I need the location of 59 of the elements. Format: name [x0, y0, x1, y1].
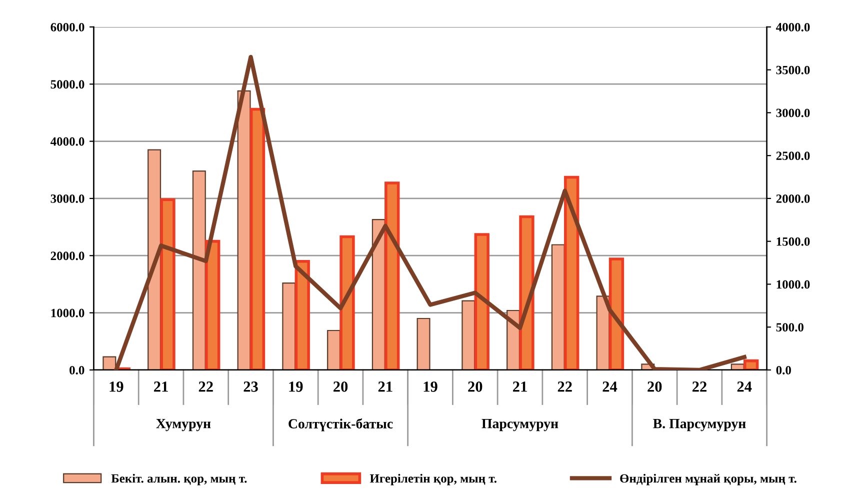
text: В. Парсумурун: [653, 419, 746, 432]
y-tick-label: 1000.0: [51, 308, 84, 318]
bar: [340, 235, 355, 370]
bar: [205, 240, 220, 370]
y-tick-label: 3000.0: [50, 194, 84, 203]
bar: [730, 364, 744, 370]
y2-tick-label: 4000.0: [776, 22, 810, 32]
y-tick-label: 2000.0: [50, 252, 84, 260]
legend-label: Өндірілген мұнай қоры, мың т.: [620, 474, 796, 486]
y2-tick-label: 3500.0: [776, 66, 810, 74]
x-tick-label: 23: [244, 382, 258, 392]
bar: [327, 330, 341, 370]
bar: [474, 233, 490, 370]
y2-tick-label: 3000.0: [776, 108, 810, 118]
x-tick-label: 24: [602, 382, 618, 392]
y-tick-label: 0.0: [70, 366, 84, 374]
x-tick-label: 22: [692, 382, 706, 392]
x-tick-label: 19: [110, 382, 124, 392]
bar: [384, 182, 400, 370]
y2-tick-label: 1500.0: [776, 237, 810, 246]
y-tick-label: 5000.0: [50, 80, 84, 89]
bar: [294, 260, 310, 370]
y-tick-label: 4000.0: [50, 137, 84, 146]
x-tick-label: 21: [154, 382, 168, 392]
y-tick-label: 6000.0: [50, 22, 84, 32]
bar: [608, 258, 624, 370]
legend-label: Бекіт. алын. қор, мың т.: [111, 474, 247, 486]
text: Солтүстік-батыс: [288, 418, 393, 432]
bar: [519, 215, 534, 370]
y2-tick-label: 0.0: [776, 366, 791, 374]
bar: [250, 108, 266, 370]
bar: [744, 359, 759, 370]
y2-tick-label: 1000.0: [776, 280, 810, 289]
x-tick-label: 20: [468, 382, 482, 392]
x-tick-label: 21: [513, 382, 527, 392]
x-tick-label: 19: [289, 382, 303, 392]
bar: [192, 170, 206, 370]
x-tick-label: 19: [424, 382, 438, 392]
x-tick-label: 20: [648, 382, 662, 392]
text: Парсумурун: [482, 419, 558, 432]
y2-tick-label: 500.0: [776, 323, 804, 332]
x-tick-label: 22: [558, 382, 572, 392]
bar: [237, 90, 251, 370]
x-tick-label: 20: [334, 382, 348, 392]
text: Хумурун: [156, 419, 211, 432]
bar: [416, 318, 430, 370]
line-series: [114, 54, 746, 370]
bar: [282, 282, 296, 370]
x-tick-label: 22: [198, 382, 213, 392]
bar: [160, 198, 176, 370]
bar: [564, 176, 580, 370]
x-tick-label: 24: [737, 382, 752, 392]
bar: [102, 356, 116, 370]
y2-tick-label: 2500.0: [776, 152, 810, 160]
bar: [462, 300, 476, 370]
y2-tick-label: 2000.0: [776, 194, 810, 203]
legend-label: Игерілетін қор, мың т.: [370, 474, 496, 486]
x-tick-label: 21: [378, 382, 392, 392]
bar: [551, 244, 565, 370]
